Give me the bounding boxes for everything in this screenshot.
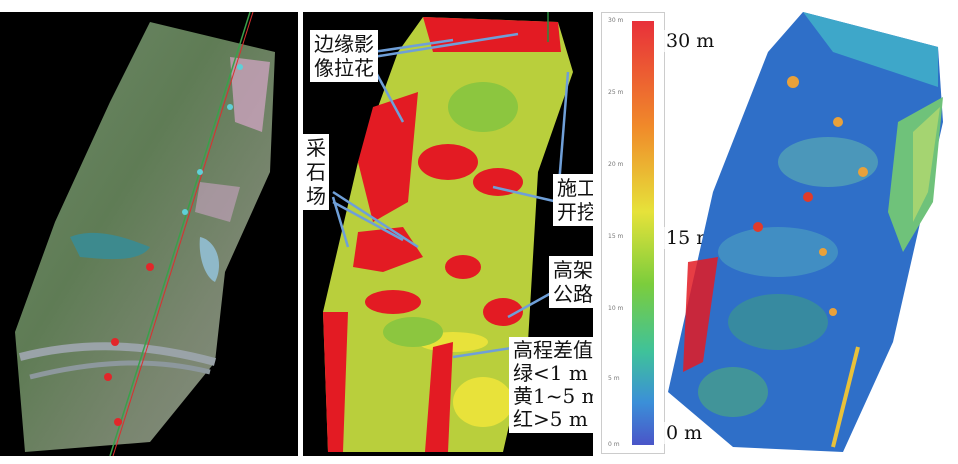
legend-title: 高程差值 — [513, 338, 593, 362]
colorbar-tick-15: 15 m — [608, 233, 624, 240]
legend-green: 绿<1 m — [513, 361, 588, 385]
elevated-road-label: 高架 公路 — [549, 256, 593, 308]
colorbar-frame: 30 m 25 m 20 m 15 m 10 m 5 m 0 m — [601, 12, 665, 454]
colorbar-tick-10: 10 m — [608, 305, 624, 312]
quarry-label: 采 石 场 — [303, 134, 329, 210]
orthophoto-panel — [0, 12, 298, 456]
legend-yellow: 黄1~5 m — [513, 384, 593, 408]
orthophoto-image — [15, 12, 275, 456]
colorbar-max-label: 30 m — [664, 30, 717, 52]
construction-label: 施工 开挖 — [553, 174, 593, 226]
colorbar-tick-0: 0 m — [608, 441, 620, 448]
colorbar-tick-30: 30 m — [608, 17, 624, 24]
colorbar-tick-5: 5 m — [608, 375, 620, 382]
dsm-panel: 30 m 25 m 20 m 15 m 10 m 5 m 0 m 30 m 15… — [598, 12, 958, 456]
elevation-difference-panel: 边缘影 像拉花 采 石 场 施工 开挖 高架 公路 高程差值 绿<1 m 黄1~… — [303, 12, 593, 456]
colorbar-tick-25: 25 m — [608, 89, 624, 96]
legend-red: 红>5 m — [513, 407, 588, 431]
elevation-legend: 高程差值 绿<1 m 黄1~5 m 红>5 m — [509, 337, 593, 433]
colorbar-tick-20: 20 m — [608, 161, 624, 168]
hillshade-dsm-image — [668, 12, 943, 452]
edge-artifact-label: 边缘影 像拉花 — [310, 30, 378, 82]
colorbar — [632, 21, 654, 445]
colorbar-min-label: 0 m — [664, 422, 705, 444]
